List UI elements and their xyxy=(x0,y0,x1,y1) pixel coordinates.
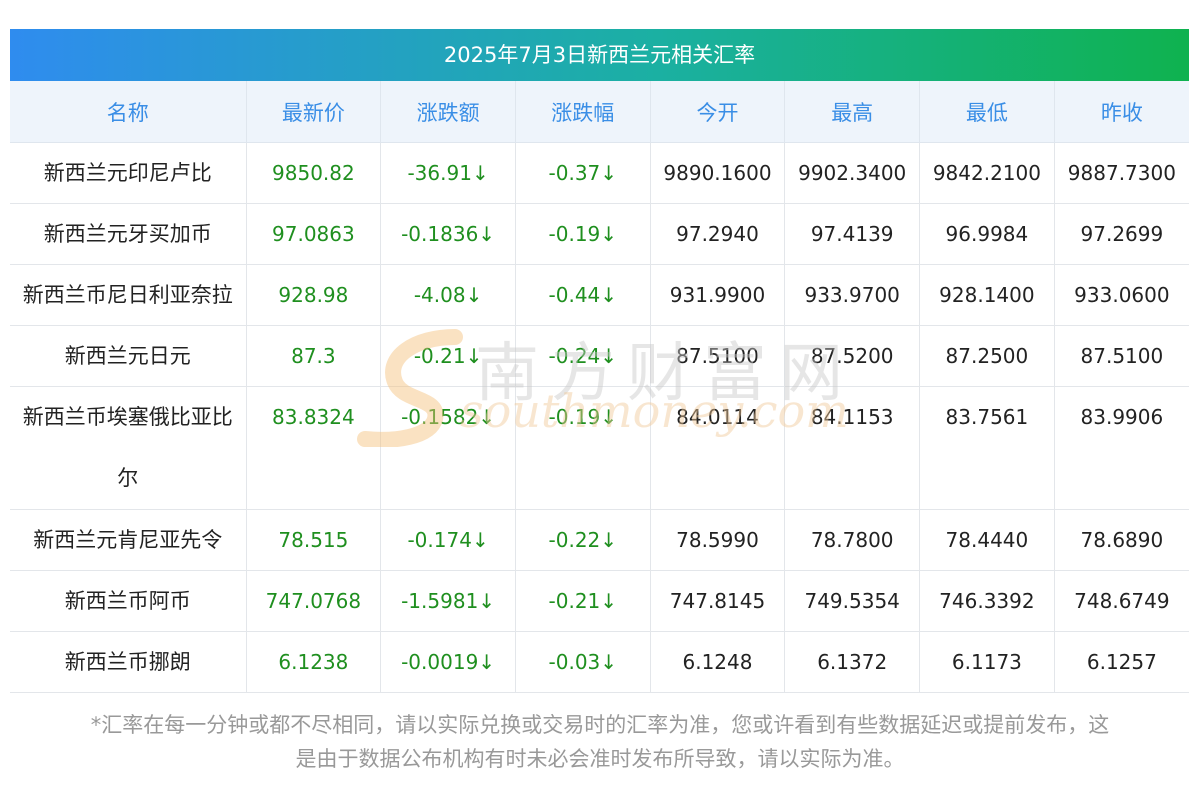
row-name: 新西兰元日元 xyxy=(10,325,247,387)
row-change: -0.0019↓ xyxy=(380,631,516,693)
table-row: 新西兰币尼日利亚奈拉 928.98 -4.08↓ -0.44↓ 931.9900… xyxy=(10,264,1189,326)
row-change-pct: -0.24↓ xyxy=(515,325,651,387)
row-change-pct: -0.21↓ xyxy=(515,570,651,632)
row-change: -1.5981↓ xyxy=(380,570,516,632)
row-latest: 83.8324 xyxy=(246,386,382,510)
row-low: 83.7561 xyxy=(919,386,1055,510)
row-high: 749.5354 xyxy=(784,570,921,632)
rate-table-container: 2025年7月3日新西兰元相关汇率 名称 最新价 涨跌额 涨跌幅 今开 最高 最… xyxy=(10,29,1189,693)
table-row: 新西兰元牙买加币 97.0863 -0.1836↓ -0.19↓ 97.2940… xyxy=(10,203,1189,265)
row-open: 78.5990 xyxy=(650,509,786,571)
row-latest: 87.3 xyxy=(246,325,382,387)
row-high: 6.1372 xyxy=(784,631,921,693)
row-prev-close: 97.2699 xyxy=(1054,203,1189,265)
row-latest: 747.0768 xyxy=(246,570,382,632)
row-open: 84.0114 xyxy=(650,386,786,510)
row-name: 新西兰元牙买加币 xyxy=(10,203,247,265)
header-name: 名称 xyxy=(10,81,247,143)
row-prev-close: 83.9906 xyxy=(1054,386,1189,510)
header-high: 最高 xyxy=(784,81,921,143)
row-low: 78.4440 xyxy=(919,509,1055,571)
row-high: 97.4139 xyxy=(784,203,921,265)
row-latest: 6.1238 xyxy=(246,631,382,693)
row-open: 97.2940 xyxy=(650,203,786,265)
row-change-pct: -0.37↓ xyxy=(515,142,651,204)
footnote-line-2: 是由于数据公布机构有时未必会准时发布所导致，请以实际为准。 xyxy=(295,747,905,771)
row-latest: 9850.82 xyxy=(246,142,382,204)
row-name: 新西兰币埃塞俄比亚比尔 xyxy=(10,386,247,510)
table-row: 新西兰币挪朗 6.1238 -0.0019↓ -0.03↓ 6.1248 6.1… xyxy=(10,631,1189,693)
table-row: 新西兰币埃塞俄比亚比尔 83.8324 -0.1582↓ -0.19↓ 84.0… xyxy=(10,386,1189,510)
row-open: 747.8145 xyxy=(650,570,786,632)
table-row: 新西兰元印尼卢比 9850.82 -36.91↓ -0.37↓ 9890.160… xyxy=(10,142,1189,204)
row-name-line2: 尔 xyxy=(117,466,139,490)
row-latest: 78.515 xyxy=(246,509,382,571)
row-low: 746.3392 xyxy=(919,570,1055,632)
header-change-pct: 涨跌幅 xyxy=(515,81,651,143)
row-change: -0.1582↓ xyxy=(380,386,516,510)
row-low: 6.1173 xyxy=(919,631,1055,693)
row-change: -0.21↓ xyxy=(380,325,516,387)
row-low: 928.1400 xyxy=(919,264,1055,326)
row-open: 931.9900 xyxy=(650,264,786,326)
footnote-line-1: *汇率在每一分钟或都不尽相同，请以实际兑换或交易时的汇率为准，您或许看到有些数据… xyxy=(90,713,1110,737)
row-latest: 97.0863 xyxy=(246,203,382,265)
row-high: 87.5200 xyxy=(784,325,921,387)
row-high: 933.9700 xyxy=(784,264,921,326)
row-low: 87.2500 xyxy=(919,325,1055,387)
table-row: 新西兰币阿币 747.0768 -1.5981↓ -0.21↓ 747.8145… xyxy=(10,570,1189,632)
header-prev-close: 昨收 xyxy=(1054,81,1189,143)
row-open: 87.5100 xyxy=(650,325,786,387)
row-low: 9842.2100 xyxy=(919,142,1055,204)
row-name: 新西兰币阿币 xyxy=(10,570,247,632)
row-prev-close: 933.0600 xyxy=(1054,264,1189,326)
row-change-pct: -0.19↓ xyxy=(515,203,651,265)
row-open: 6.1248 xyxy=(650,631,786,693)
row-change: -4.08↓ xyxy=(380,264,516,326)
row-name: 新西兰币挪朗 xyxy=(10,631,247,693)
row-low: 96.9984 xyxy=(919,203,1055,265)
row-change: -36.91↓ xyxy=(380,142,516,204)
footnote: *汇率在每一分钟或都不尽相同，请以实际兑换或交易时的汇率为准，您或许看到有些数据… xyxy=(0,708,1200,776)
row-name-line1: 新西兰币埃塞俄比亚比 xyxy=(22,405,233,429)
row-open: 9890.1600 xyxy=(650,142,786,204)
row-name: 新西兰币尼日利亚奈拉 xyxy=(10,264,247,326)
row-change-pct: -0.22↓ xyxy=(515,509,651,571)
header-low: 最低 xyxy=(919,81,1055,143)
header-change: 涨跌额 xyxy=(380,81,516,143)
table-header-row: 名称 最新价 涨跌额 涨跌幅 今开 最高 最低 昨收 xyxy=(10,81,1189,143)
header-open: 今开 xyxy=(650,81,786,143)
row-high: 9902.3400 xyxy=(784,142,921,204)
row-change-pct: -0.44↓ xyxy=(515,264,651,326)
row-high: 78.7800 xyxy=(784,509,921,571)
header-latest: 最新价 xyxy=(246,81,382,143)
row-name: 新西兰元肯尼亚先令 xyxy=(10,509,247,571)
row-prev-close: 9887.7300 xyxy=(1054,142,1189,204)
exchange-rate-table: 名称 最新价 涨跌额 涨跌幅 今开 最高 最低 昨收 新西兰元印尼卢比 9850… xyxy=(10,81,1189,693)
table-row: 新西兰元日元 87.3 -0.21↓ -0.24↓ 87.5100 87.520… xyxy=(10,325,1189,387)
row-prev-close: 6.1257 xyxy=(1054,631,1189,693)
table-row: 新西兰元肯尼亚先令 78.515 -0.174↓ -0.22↓ 78.5990 … xyxy=(10,509,1189,571)
row-change-pct: -0.03↓ xyxy=(515,631,651,693)
row-latest: 928.98 xyxy=(246,264,382,326)
row-prev-close: 78.6890 xyxy=(1054,509,1189,571)
row-change: -0.174↓ xyxy=(380,509,516,571)
row-high: 84.1153 xyxy=(784,386,921,510)
row-change: -0.1836↓ xyxy=(380,203,516,265)
row-prev-close: 748.6749 xyxy=(1054,570,1189,632)
row-change-pct: -0.19↓ xyxy=(515,386,651,510)
row-name: 新西兰元印尼卢比 xyxy=(10,142,247,204)
row-prev-close: 87.5100 xyxy=(1054,325,1189,387)
table-title: 2025年7月3日新西兰元相关汇率 xyxy=(10,29,1189,81)
